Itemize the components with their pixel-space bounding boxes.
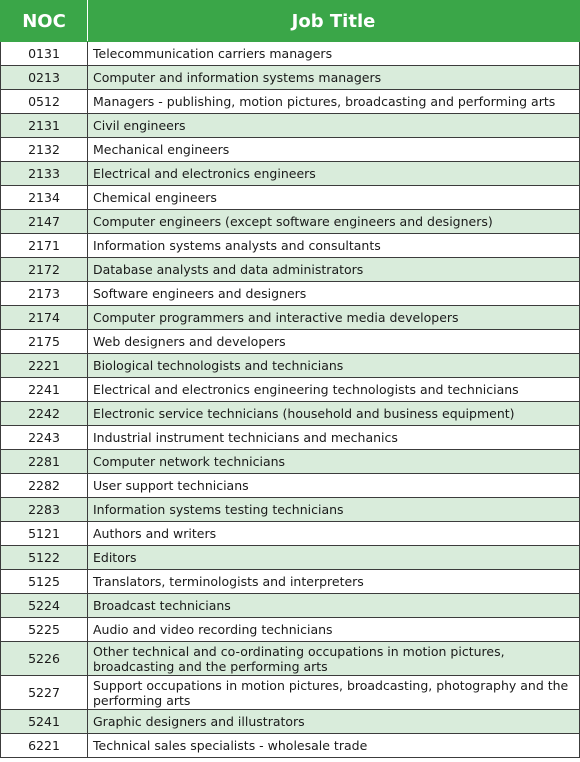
job-title: Authors and writers <box>87 521 580 546</box>
table-row: 5226 Other technical and co-ordinating oc… <box>0 641 580 676</box>
table-row: 2131 Civil engineers <box>0 113 580 138</box>
job-title: Computer engineers (except software engi… <box>87 209 580 234</box>
job-title: Mechanical engineers <box>87 137 580 162</box>
noc-code: 2171 <box>0 233 88 258</box>
noc-code: 5226 <box>0 641 88 676</box>
table-row: 2175 Web designers and developers <box>0 329 580 354</box>
job-title: Information systems testing technicians <box>87 497 580 522</box>
noc-code: 0213 <box>0 65 88 90</box>
job-title: User support technicians <box>87 473 580 498</box>
job-title: Biological technologists and technicians <box>87 353 580 378</box>
noc-code: 2241 <box>0 377 88 402</box>
noc-code: 5121 <box>0 521 88 546</box>
job-title: Support occupations in motion pictures, … <box>87 675 580 710</box>
job-title: Broadcast technicians <box>87 593 580 618</box>
noc-code: 5227 <box>0 675 88 710</box>
noc-code: 0131 <box>0 41 88 66</box>
table-row: 5224 Broadcast technicians <box>0 593 580 618</box>
noc-code: 6221 <box>0 733 88 758</box>
table-row: 2133 Electrical and electronics engineers <box>0 161 580 186</box>
table-row: 2171 Information systems analysts and con… <box>0 233 580 258</box>
table-row: 2282 User support technicians <box>0 473 580 498</box>
table-row: 0213 Computer and information systems man… <box>0 65 580 90</box>
noc-code: 2282 <box>0 473 88 498</box>
table-row: 2243 Industrial instrument technicians an… <box>0 425 580 450</box>
noc-code: 2132 <box>0 137 88 162</box>
job-title: Electrical and electronics engineers <box>87 161 580 186</box>
job-title: Civil engineers <box>87 113 580 138</box>
table-row: 2172 Database analysts and data administr… <box>0 257 580 282</box>
noc-code: 2131 <box>0 113 88 138</box>
job-title: Industrial instrument technicians and me… <box>87 425 580 450</box>
job-title: Technical sales specialists - wholesale … <box>87 733 580 758</box>
job-title: Web designers and developers <box>87 329 580 354</box>
job-title: Translators, terminologists and interpre… <box>87 569 580 594</box>
table-header-row: NOC Job Title <box>0 0 580 42</box>
noc-code: 2175 <box>0 329 88 354</box>
job-title: Audio and video recording technicians <box>87 617 580 642</box>
table-row: 5125 Translators, terminologists and inte… <box>0 569 580 594</box>
job-title: Electronic service technicians (househol… <box>87 401 580 426</box>
noc-code: 2147 <box>0 209 88 234</box>
table-row: 0512 Managers - publishing, motion pictur… <box>0 89 580 114</box>
noc-code: 2172 <box>0 257 88 282</box>
job-title: Graphic designers and illustrators <box>87 709 580 734</box>
noc-code: 5241 <box>0 709 88 734</box>
noc-code: 5224 <box>0 593 88 618</box>
table-row: 0131 Telecommunication carriers managers <box>0 41 580 66</box>
table-row: 5227 Support occupations in motion pictur… <box>0 675 580 710</box>
job-title: Computer and information systems manager… <box>87 65 580 90</box>
job-title: Software engineers and designers <box>87 281 580 306</box>
job-title: Information systems analysts and consult… <box>87 233 580 258</box>
job-title: Database analysts and data administrator… <box>87 257 580 282</box>
noc-code: 2283 <box>0 497 88 522</box>
job-title: Computer network technicians <box>87 449 580 474</box>
noc-code: 2134 <box>0 185 88 210</box>
job-title: Electrical and electronics engineering t… <box>87 377 580 402</box>
noc-code: 2242 <box>0 401 88 426</box>
table-body: 0131 Telecommunication carriers managers … <box>0 41 580 758</box>
table-row: 2242 Electronic service technicians (hous… <box>0 401 580 426</box>
job-title: Editors <box>87 545 580 570</box>
noc-code: 5122 <box>0 545 88 570</box>
table-row: 2221 Biological technologists and technic… <box>0 353 580 378</box>
noc-column-header: NOC <box>0 0 88 42</box>
job-title-column-header: Job Title <box>87 0 580 42</box>
noc-code: 2173 <box>0 281 88 306</box>
job-title: Telecommunication carriers managers <box>87 41 580 66</box>
table-row: 2174 Computer programmers and interactive… <box>0 305 580 330</box>
table-row: 6221 Technical sales specialists - wholes… <box>0 733 580 758</box>
noc-code: 5125 <box>0 569 88 594</box>
job-title: Computer programmers and interactive med… <box>87 305 580 330</box>
noc-code: 2133 <box>0 161 88 186</box>
job-title: Chemical engineers <box>87 185 580 210</box>
job-title: Managers - publishing, motion pictures, … <box>87 89 580 114</box>
noc-code: 2243 <box>0 425 88 450</box>
table-row: 2283 Information systems testing technici… <box>0 497 580 522</box>
noc-code: 2221 <box>0 353 88 378</box>
table-row: 2132 Mechanical engineers <box>0 137 580 162</box>
job-title: Other technical and co-ordinating occupa… <box>87 641 580 676</box>
table-row: 5122 Editors <box>0 545 580 570</box>
table-row: 5121 Authors and writers <box>0 521 580 546</box>
table-row: 2147 Computer engineers (except software … <box>0 209 580 234</box>
table-row: 2173 Software engineers and designers <box>0 281 580 306</box>
table-row: 2134 Chemical engineers <box>0 185 580 210</box>
noc-code: 5225 <box>0 617 88 642</box>
table-row: 2241 Electrical and electronics engineeri… <box>0 377 580 402</box>
table-row: 5225 Audio and video recording technician… <box>0 617 580 642</box>
noc-code: 0512 <box>0 89 88 114</box>
table-row: 5241 Graphic designers and illustrators <box>0 709 580 734</box>
noc-code: 2281 <box>0 449 88 474</box>
noc-code: 2174 <box>0 305 88 330</box>
table-row: 2281 Computer network technicians <box>0 449 580 474</box>
